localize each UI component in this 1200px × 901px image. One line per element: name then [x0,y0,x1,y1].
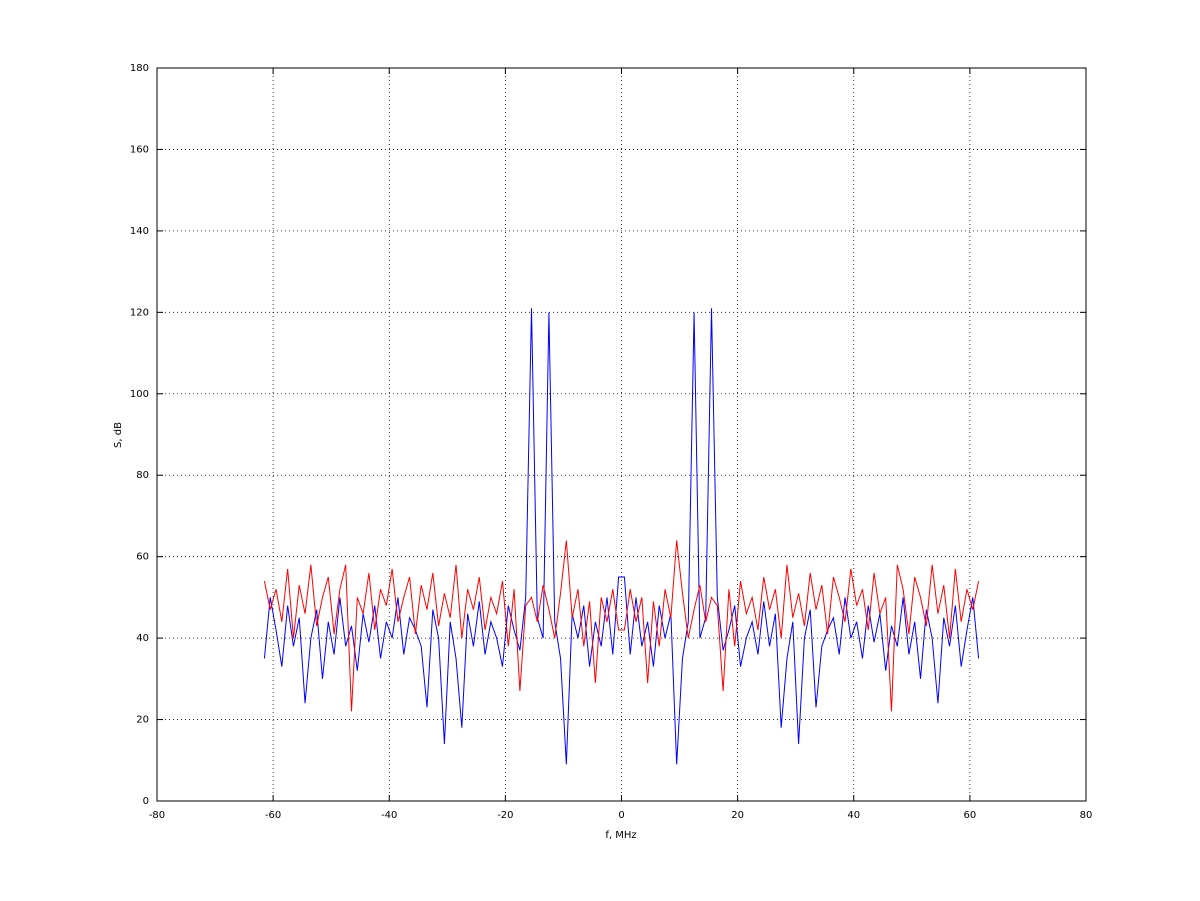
x-tick-label: 20 [731,810,744,821]
plot-frame [156,67,1087,802]
x-tick-label: 0 [618,810,624,821]
y-axis-label: S, dB [113,422,124,448]
y-tick-label: 0 [143,796,149,807]
y-tick-label: 160 [130,144,149,155]
x-axis-label: f, MHz [605,830,636,841]
y-tick-label: 140 [130,226,149,237]
x-tick-label: -60 [265,810,281,821]
x-tick-label: -20 [497,810,513,821]
y-tick-label: 40 [136,633,149,644]
y-tick-label: 120 [130,307,149,318]
y-tick-label: 60 [136,552,149,563]
y-tick-label: 20 [136,715,149,726]
x-tick-label: -80 [149,810,165,821]
x-tick-label: 60 [964,810,977,821]
x-tick-label: 40 [847,810,860,821]
y-tick-label: 100 [130,389,149,400]
x-tick-label: -40 [381,810,397,821]
y-tick-label: 80 [136,470,149,481]
series-line [263,540,980,712]
y-tick-label: 180 [130,63,149,74]
x-tick-label: 80 [1080,810,1093,821]
series-line [263,308,980,765]
